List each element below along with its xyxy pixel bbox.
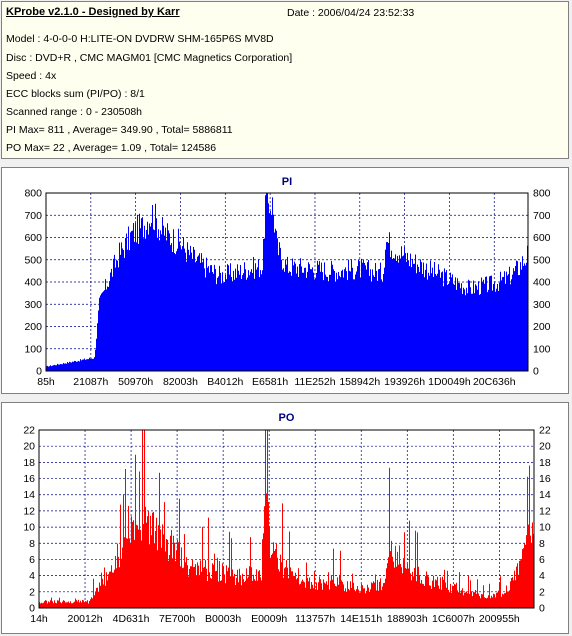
- po-ytick-left: 6: [29, 554, 35, 566]
- pi-xtick: 158942h: [339, 376, 380, 388]
- pi-bars: [46, 193, 528, 371]
- pi-xtick: B4012h: [207, 376, 243, 388]
- pi-ytick-left: 500: [24, 254, 42, 266]
- pi-xtick: 82003h: [163, 376, 198, 388]
- po-ytick-right: 14: [539, 489, 551, 501]
- pi-ytick-right: 800: [533, 188, 551, 200]
- pi-ytick-right: 600: [533, 232, 551, 244]
- pi-ytick-left: 100: [24, 343, 42, 355]
- po-ytick-right: 10: [539, 522, 551, 534]
- info-panel: KProbe v2.1.0 - Designed by Karr Date : …: [1, 1, 569, 159]
- drive-model: Model : 4-0-0-0 H:LITE-ON DVDRW SHM-165P…: [6, 33, 274, 45]
- po-ytick-left: 20: [23, 441, 35, 453]
- pi-ytick-right: 300: [533, 299, 551, 311]
- pi-series: [46, 193, 528, 371]
- po-ytick-right: 6: [539, 554, 545, 566]
- ecc-sum: ECC blocks sum (PI/PO) : 8/1: [6, 88, 145, 100]
- disc-info: Disc : DVD+R , CMC MAGM01 [CMC Magnetics…: [6, 52, 293, 64]
- scan-speed: Speed : 4x: [6, 70, 57, 82]
- po-plot-frame: [38, 429, 535, 609]
- pi-ytick-right: 700: [533, 210, 551, 222]
- po-ytick-right: 12: [539, 505, 551, 517]
- pi-xtick: 193926h: [384, 376, 425, 388]
- po-xtick: 14E151h: [340, 613, 382, 625]
- po-ytick-right: 22: [539, 425, 551, 437]
- pi-chart-panel: PI 0 0 100 100 200 200 300 300 400 400 500 500 600 600…: [1, 167, 569, 394]
- po-chart-title: PO: [279, 412, 295, 424]
- po-ytick-left: 22: [23, 425, 35, 437]
- pi-ytick-left: 0: [36, 366, 42, 378]
- po-ytick-right: 18: [539, 457, 551, 469]
- pi-ytick-right: 400: [533, 277, 551, 289]
- pi-ytick-right: 0: [533, 366, 539, 378]
- po-ytick-right: 4: [539, 570, 545, 582]
- scan-date: Date : 2006/04/24 23:52:33: [287, 7, 415, 19]
- po-xtick: 113757h: [295, 613, 335, 625]
- pi-ytick-left: 400: [24, 277, 42, 289]
- po-series: [39, 430, 534, 608]
- pi-stats: PI Max= 811 , Average= 349.90 , Total= 5…: [6, 124, 233, 136]
- po-bars: [39, 430, 534, 608]
- po-ytick-left: 12: [23, 505, 35, 517]
- pi-ytick-left: 200: [24, 321, 42, 333]
- pi-plot-frame: [45, 192, 529, 372]
- app-title: KProbe v2.1.0 - Designed by Karr: [6, 6, 180, 18]
- pi-ytick-left: 600: [24, 232, 42, 244]
- po-ytick-right: 16: [539, 473, 551, 485]
- po-xtick: E0009h: [251, 613, 287, 625]
- pi-xtick: 21087h: [73, 376, 108, 388]
- po-ytick-left: 16: [23, 473, 35, 485]
- po-xtick: 188903h: [387, 613, 428, 625]
- po-ytick-right: 0: [539, 603, 545, 615]
- pi-xtick: 1D0049h: [428, 376, 471, 388]
- pi-xtick: 50970h: [118, 376, 153, 388]
- po-xtick: 200955h: [479, 613, 520, 625]
- po-ytick-left: 8: [29, 538, 35, 550]
- pi-ytick-left: 300: [24, 299, 42, 311]
- po-xtick: 4D631h: [113, 613, 150, 625]
- po-ytick-left: 4: [29, 570, 35, 582]
- po-xtick: 20012h: [68, 613, 103, 625]
- pi-ytick-left: 800: [24, 188, 42, 200]
- pi-chart-title: PI: [282, 176, 292, 188]
- pi-xtick: E6581h: [252, 376, 288, 388]
- po-stats: PO Max= 22 , Average= 1.09 , Total= 1245…: [6, 142, 217, 154]
- pi-xtick: 85h: [37, 376, 55, 388]
- po-ytick-right: 20: [539, 441, 551, 453]
- scanned-range: Scanned range : 0 - 230508h: [6, 106, 143, 118]
- po-ytick-right: 2: [539, 586, 545, 598]
- pi-xtick: 11E252h: [294, 376, 335, 388]
- pi-ytick-left: 700: [24, 210, 42, 222]
- po-xtick: 14h: [30, 613, 48, 625]
- po-ytick-left: 14: [23, 489, 35, 501]
- po-xtick: 7E700h: [159, 613, 195, 625]
- po-chart-panel: PO 0 0 2 2 4 4 6 6 8 8 10 10 12 12 14 14 16 16 18 18 20 20 22 22…: [1, 402, 569, 634]
- pi-xtick: 20C636h: [473, 376, 516, 388]
- po-ytick-right: 8: [539, 538, 545, 550]
- po-ytick-left: 10: [23, 522, 35, 534]
- pi-ytick-right: 100: [533, 343, 551, 355]
- po-ytick-left: 0: [29, 603, 35, 615]
- pi-ytick-right: 200: [533, 321, 551, 333]
- po-xtick: B0003h: [205, 613, 241, 625]
- pi-ytick-right: 500: [533, 254, 551, 266]
- pi-chart: PI 0 0 100 100 200 200 300 300 400 400 500 500 600 600…: [24, 176, 551, 388]
- po-xtick: 1C6007h: [432, 613, 475, 625]
- po-ytick-left: 2: [29, 586, 35, 598]
- po-ytick-left: 18: [23, 457, 35, 469]
